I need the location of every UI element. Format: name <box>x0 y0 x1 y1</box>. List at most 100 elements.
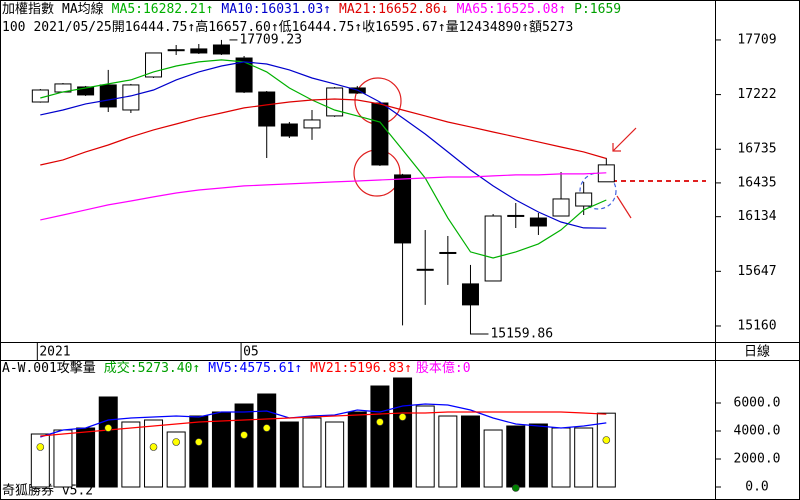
candle-body <box>212 44 230 55</box>
legend-entry: MV21:5196.83↑ <box>310 361 412 376</box>
y-tick-label: 0.0 <box>745 480 768 495</box>
volume-bar <box>257 393 277 488</box>
x-tick-label: 2021 <box>39 345 70 360</box>
signal-dot <box>195 438 203 446</box>
y-tick-label: 4000.0 <box>734 424 781 439</box>
ma-line <box>40 61 607 229</box>
candle-body <box>507 214 525 217</box>
candle-body <box>461 283 479 306</box>
y-tick-label: 17709 <box>737 32 776 47</box>
legend-entry: MV5:4575.61↑ <box>208 361 302 376</box>
volume-bar <box>53 429 73 488</box>
legend-entry: MA65:16525.08↑ <box>457 2 567 17</box>
volume-bar <box>460 415 480 488</box>
y-tick-label: 16735 <box>737 142 776 157</box>
volume-bar <box>302 417 322 488</box>
ma-line <box>40 98 607 166</box>
volume-bar <box>325 421 345 488</box>
volume-bar <box>98 396 118 488</box>
annotation: 17709.23 <box>239 32 302 47</box>
y-tick-label: 15647 <box>737 264 776 279</box>
signal-dot <box>36 443 45 451</box>
y-tick-label: 15160 <box>737 318 776 333</box>
signal-dot <box>149 443 158 451</box>
annotation-leader <box>469 325 489 335</box>
x-tick-label: 05 <box>243 345 259 360</box>
signal-dot <box>376 418 384 426</box>
y-tick-label: 2000.0 <box>734 452 781 467</box>
y-tick-label: 16134 <box>737 209 776 224</box>
volume-bar <box>211 411 231 488</box>
ma-line <box>40 59 607 259</box>
candle-body <box>439 251 457 254</box>
y-tick-label: 17222 <box>737 87 776 102</box>
candle-body <box>280 123 298 137</box>
signal-dot <box>104 424 113 432</box>
info-item: 高16657.60↑ <box>195 19 278 35</box>
candle-body <box>167 49 185 52</box>
volume-bar <box>438 415 458 488</box>
info-item: 100 <box>2 20 25 35</box>
candle-body <box>99 84 117 108</box>
volume-bar <box>347 411 367 488</box>
volume-bar <box>144 419 164 488</box>
volume-title: A-W.001攻擊量 <box>2 360 96 376</box>
ma-line <box>40 172 607 221</box>
volume-bar <box>415 405 435 488</box>
y-tick-label: 6000.0 <box>734 396 781 411</box>
volume-bar <box>121 421 141 488</box>
volume-bar <box>279 421 299 488</box>
candle-body <box>371 102 389 166</box>
volume-bar <box>76 427 96 488</box>
candle-body <box>416 268 434 271</box>
signal-dot <box>240 431 248 439</box>
chart-subtitle: MA均線 <box>62 1 104 17</box>
candle-body <box>394 174 412 244</box>
candle-body <box>303 119 321 129</box>
chart-title: 加權指數 <box>2 2 54 17</box>
volume-bar <box>166 431 186 488</box>
signal-dot <box>511 484 520 492</box>
signal-dot <box>172 438 180 446</box>
info-item: 2021/05/25 <box>33 20 111 35</box>
volume-bar <box>370 385 390 488</box>
candle-body <box>190 48 208 54</box>
candle-body <box>484 215 502 282</box>
info-item: 量12434890↑ <box>446 20 529 35</box>
candle-body <box>529 217 547 227</box>
volume-bar <box>506 425 526 488</box>
arrow <box>616 195 632 219</box>
volume-bar <box>483 429 503 488</box>
candle-body <box>575 192 593 207</box>
volume-header: A-W.001攻擊量 成交:5273.40↑ MV5:4575.61↑ MV21:51… <box>2 360 471 376</box>
volume-ma-line <box>40 411 607 437</box>
signal-dot <box>262 424 271 432</box>
volume-bar <box>234 403 254 488</box>
info-row: 100 2021/05/25開16444.75↑高16657.60↑低16444.… <box>2 19 573 35</box>
arrow <box>612 127 637 152</box>
legend-entry: MA10:16031.03↑ <box>221 2 331 17</box>
legend-entry: 成交:5273.40↑ <box>104 360 200 376</box>
info-item: 收16595.67↑ <box>362 20 445 35</box>
candle-body <box>235 57 253 93</box>
volume-bar <box>393 377 413 488</box>
annotation: 15159.86 <box>490 326 553 341</box>
signal-dot <box>398 413 407 421</box>
candle-body <box>326 87 344 117</box>
period-label: 日線 <box>744 344 770 360</box>
legend-entry: MA21:16652.86↓ <box>339 2 449 17</box>
info-item: 開16444.75↑ <box>112 20 195 35</box>
header-row: 加權指數 MA均線 MA5:16282.21↑ MA10:16031.03↑ MA21:… <box>2 1 621 17</box>
info-item: 額5273 <box>529 20 573 35</box>
volume-bar <box>30 433 50 488</box>
extra-label: 股本億:0 <box>416 360 471 376</box>
candle-body <box>258 91 276 127</box>
volume-bar <box>189 415 209 488</box>
legend-entry: MA5:16282.21↑ <box>112 2 214 17</box>
volume-bar <box>528 423 548 488</box>
candle-body <box>77 86 95 96</box>
volume-bar <box>574 427 594 488</box>
volume-ma-line <box>40 403 607 438</box>
arrow-head <box>612 143 621 152</box>
